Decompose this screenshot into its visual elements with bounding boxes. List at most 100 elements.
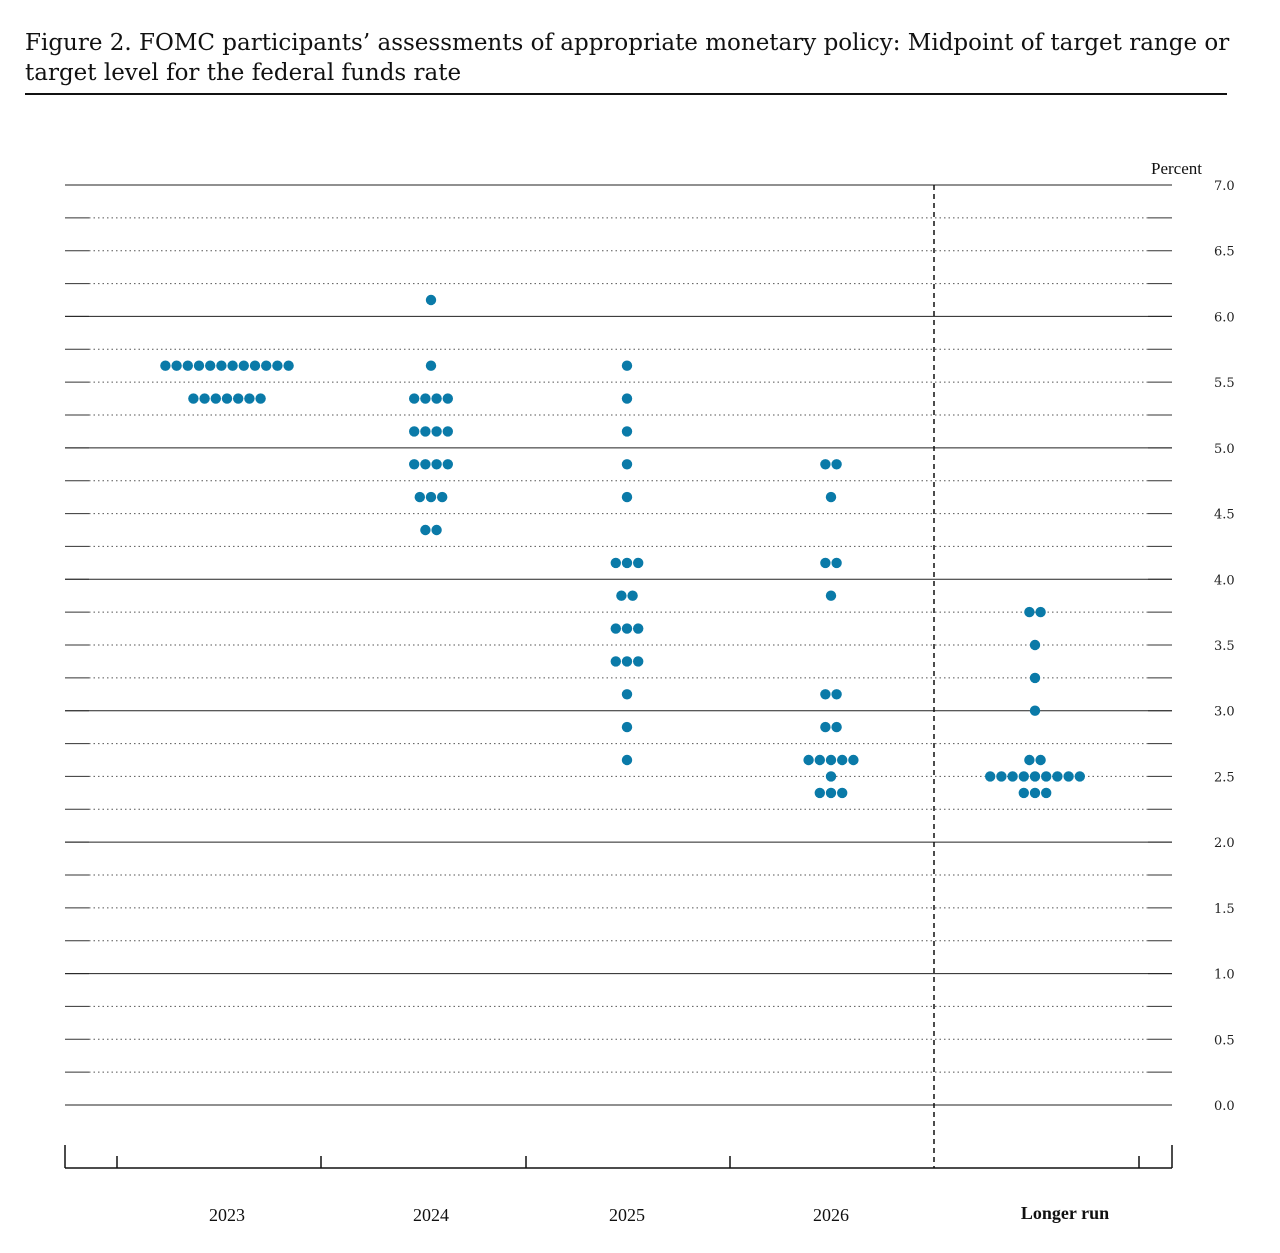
participant-dot	[831, 459, 842, 470]
participant-dot	[199, 393, 210, 404]
participant-dot	[1041, 787, 1052, 799]
y-tick-label: 0.0	[1214, 1099, 1235, 1114]
participant-dot	[1074, 771, 1086, 782]
x-axis	[64, 1145, 1173, 1169]
y-tick-label: 6.5	[1214, 245, 1235, 260]
participant-dot	[160, 360, 171, 371]
participant-dot	[272, 360, 283, 371]
participant-dot	[244, 393, 255, 404]
participant-dot	[431, 524, 442, 536]
participant-dot	[616, 590, 627, 601]
participant-dot	[621, 426, 633, 437]
participant-dot	[216, 360, 227, 371]
participant-dot	[621, 754, 633, 766]
participant-dot	[996, 771, 1007, 782]
participant-dot	[825, 787, 837, 799]
participant-dot	[820, 557, 831, 569]
participant-dot	[820, 689, 831, 700]
y-tick-label: 0.5	[1214, 1033, 1235, 1048]
participant-dot	[610, 656, 621, 667]
participant-dot	[831, 557, 842, 569]
participant-dot	[633, 656, 644, 667]
y-tick-label: 7.0	[1214, 179, 1235, 194]
x-category-label: 2024	[413, 1205, 449, 1225]
participant-dot	[1063, 771, 1074, 782]
participant-dot	[621, 721, 633, 733]
participant-dot	[610, 557, 621, 569]
y-tick-label: 5.0	[1214, 442, 1235, 457]
y-axis-unit-label: Percent	[1151, 159, 1202, 178]
participant-dot	[255, 393, 266, 404]
participant-dot	[633, 623, 644, 634]
participant-dot	[848, 754, 859, 766]
participant-dot	[621, 360, 633, 371]
figure-title: Figure 2. FOMC participants’ assessments…	[25, 30, 1230, 86]
participant-dot	[437, 491, 448, 503]
participant-dot	[431, 459, 442, 470]
participant-dot	[831, 721, 842, 733]
x-category-label: 2023	[209, 1205, 245, 1225]
participant-dot	[633, 557, 644, 569]
participant-dot	[1029, 672, 1041, 684]
participant-dot	[409, 459, 420, 470]
x-axis-category-labels: 2023 2024 2025 2026 Longer run	[209, 1203, 1109, 1225]
participant-dot	[814, 787, 825, 799]
participant-dot	[283, 360, 294, 371]
participant-dot	[442, 426, 453, 437]
participant-dot	[1035, 754, 1046, 766]
x-category-label: 2025	[609, 1205, 645, 1225]
participant-dot	[610, 623, 621, 634]
participant-dot	[409, 426, 420, 437]
participant-dot	[193, 360, 205, 371]
participant-dot	[621, 459, 633, 470]
participant-dot	[831, 689, 842, 700]
y-tick-label: 3.5	[1214, 639, 1235, 654]
participant-dot	[227, 360, 238, 371]
participant-dot	[1018, 771, 1029, 782]
participant-dot	[837, 754, 848, 766]
grid-lines	[65, 184, 1172, 1106]
participant-dot	[171, 360, 182, 371]
y-tick-label: 1.5	[1214, 902, 1235, 917]
participant-dot	[825, 491, 837, 503]
participant-dots	[160, 294, 1086, 799]
participant-dot	[261, 360, 272, 371]
participant-dot	[420, 426, 431, 437]
participant-dot	[820, 459, 831, 470]
participant-dot	[420, 524, 431, 536]
participant-dot	[621, 656, 633, 667]
participant-dot	[205, 360, 216, 371]
participant-dot	[431, 426, 442, 437]
participant-dot	[1029, 705, 1041, 716]
participant-dot	[985, 771, 996, 782]
participant-dot	[409, 393, 420, 404]
participant-dot	[420, 459, 431, 470]
participant-dot	[621, 623, 633, 634]
participant-dot	[249, 360, 261, 371]
participant-dot	[627, 590, 638, 601]
participant-dot	[837, 787, 848, 799]
y-axis-tick-labels: 0.0 0.5 1.0 1.5 2.0 2.5 3.0 3.5 4.0 4.5 5.0 5.5 6.0 6…	[1214, 179, 1235, 1114]
participant-dot	[1052, 771, 1063, 782]
participant-dot	[1029, 771, 1041, 782]
participant-dot	[825, 590, 837, 601]
participant-dot	[1018, 787, 1029, 799]
participant-dot	[814, 754, 825, 766]
participant-dot	[825, 771, 837, 782]
participant-dot	[188, 393, 199, 404]
participant-dot	[1024, 754, 1035, 766]
y-tick-label: 1.0	[1214, 968, 1235, 983]
participant-dot	[442, 393, 453, 404]
participant-dot	[221, 393, 233, 404]
participant-dot	[414, 491, 425, 503]
y-tick-label: 4.0	[1214, 573, 1235, 588]
participant-dot	[1007, 771, 1018, 782]
participant-dot	[820, 721, 831, 733]
participant-dot	[210, 393, 221, 404]
participant-dot	[621, 557, 633, 569]
y-tick-label: 2.5	[1214, 770, 1235, 785]
participant-dot	[425, 491, 437, 503]
x-category-label: 2026	[813, 1205, 849, 1225]
participant-dot	[425, 360, 437, 371]
participant-dot	[233, 393, 244, 404]
